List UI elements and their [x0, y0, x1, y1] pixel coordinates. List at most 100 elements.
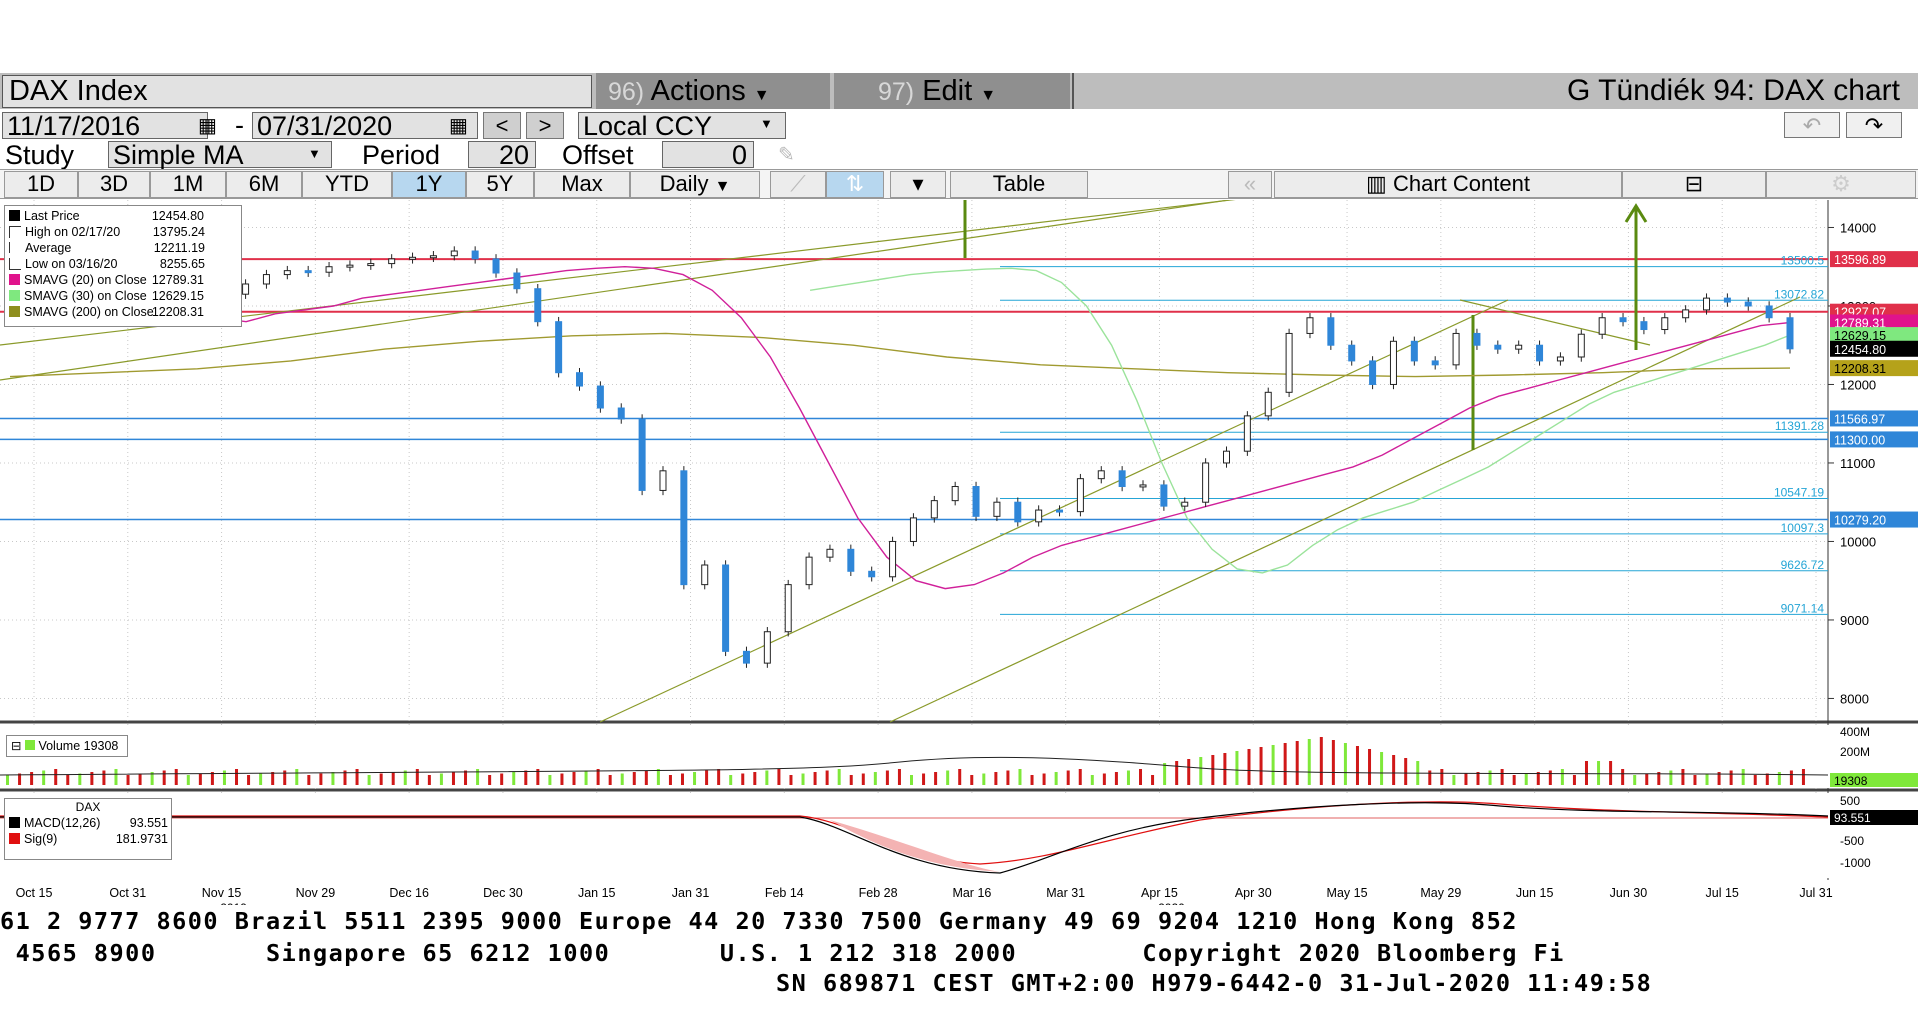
volume-bar: [680, 773, 684, 785]
range-1y[interactable]: 1Y: [392, 171, 466, 198]
study-select[interactable]: Simple MA: [108, 141, 332, 169]
candle-body: [325, 266, 333, 273]
candle-body: [1640, 321, 1648, 331]
volume-bar: [1368, 749, 1372, 785]
value-label-box: [1830, 810, 1918, 825]
security-field[interactable]: DAX Index: [2, 75, 592, 108]
volume-bar: [560, 773, 564, 785]
candle-body: [1703, 297, 1711, 311]
prev-period-button[interactable]: <: [483, 112, 521, 139]
candle-body: [805, 556, 813, 586]
range-max[interactable]: Max: [534, 171, 630, 198]
macd-axis-label: -500: [1840, 834, 1864, 848]
edit-menu[interactable]: 97) Edit ▼: [834, 73, 1070, 109]
volume-bar: [910, 775, 913, 785]
calendar-icon[interactable]: ▦: [449, 115, 468, 137]
macd-legend-title: DAX: [75, 800, 101, 814]
candle-body: [930, 500, 938, 519]
frequency-select[interactable]: Daily ▼: [630, 171, 760, 198]
legend-value: 8255.65: [159, 257, 205, 271]
candle-body: [1556, 356, 1564, 362]
candle-body: [1035, 509, 1043, 523]
value-label-box: [1830, 511, 1918, 528]
range-6m[interactable]: 6M: [226, 171, 302, 198]
price-chart[interactable]: 800090001000011000120001300014000 13596.…: [0, 200, 1918, 905]
candle-body: [242, 283, 250, 295]
offset-input[interactable]: 0: [662, 141, 754, 169]
volume-bar: [222, 770, 226, 785]
candle-body: [1389, 340, 1397, 385]
chart-settings-icon[interactable]: ⊟: [1622, 171, 1766, 198]
pen-icon[interactable]: ✎: [778, 144, 795, 166]
volume-bar: [247, 775, 251, 785]
period-input[interactable]: 20: [468, 141, 536, 169]
start-date-field[interactable]: 11/17/2016: [2, 112, 208, 140]
ticker-line-2: 4565 8900 Singapore 65 6212 1000 U.S. 1 …: [0, 939, 1565, 967]
currency-select[interactable]: Local CCY: [578, 112, 786, 140]
volume-bar: [620, 773, 624, 785]
volume-panel: 400M 200M 19308: [0, 725, 1918, 788]
volume-bar: [1271, 745, 1275, 785]
next-period-button[interactable]: >: [526, 112, 564, 139]
range-1m[interactable]: 1M: [150, 171, 226, 198]
candle-body: [1744, 301, 1752, 307]
volume-bar: [1512, 775, 1516, 785]
legend-name: Last Price: [24, 209, 80, 223]
legend-row: Average 12211.19: [5, 240, 241, 256]
undo-icon[interactable]: ↶: [1784, 112, 1840, 138]
collapse-left-icon[interactable]: «: [1228, 171, 1272, 198]
volume-bar: [1319, 737, 1323, 785]
gear-icon[interactable]: ⚙: [1766, 171, 1916, 198]
table-button[interactable]: Table: [950, 171, 1088, 198]
range-1d[interactable]: 1D: [4, 171, 78, 198]
volume-bar: [693, 772, 697, 785]
sma30-line: [809, 267, 1791, 574]
volume-bar: [1283, 743, 1287, 785]
candle-body: [1765, 305, 1773, 319]
volume-bar: [705, 770, 709, 785]
chart-content-icon: ▥: [1366, 171, 1387, 196]
volume-bar: [1235, 751, 1239, 785]
chevron-down-icon: ▼: [760, 116, 773, 131]
redo-icon[interactable]: ↷: [1846, 112, 1902, 138]
range-3d[interactable]: 3D: [78, 171, 150, 198]
volume-bar: [403, 770, 407, 785]
chevron-down-icon[interactable]: ▾: [890, 171, 946, 198]
calendar-icon[interactable]: ▦: [198, 115, 217, 137]
value-label-box: [1830, 251, 1918, 268]
chart-content-button[interactable]: ▥ Chart Content: [1274, 171, 1622, 198]
end-date-field[interactable]: 07/31/2020: [252, 112, 478, 140]
volume-bar: [1597, 761, 1601, 785]
volume-bar: [1090, 775, 1094, 785]
y-tick-label: 8000: [1840, 691, 1869, 706]
volume-bar: [524, 770, 528, 785]
volume-bar: [1042, 773, 1046, 785]
volume-bar: [1609, 761, 1613, 785]
range-ytd[interactable]: YTD: [302, 171, 392, 198]
ticker-line-1: 61 2 9777 8600 Brazil 5511 2395 9000 Eur…: [0, 907, 1518, 935]
legend-name: SMAVG (30) on Close: [24, 289, 147, 303]
candle-body: [262, 274, 270, 285]
expand-icon[interactable]: ⊟: [11, 739, 22, 753]
ticker-line-3: SN 689871 CEST GMT+2:00 H979-6442-0 31-J…: [776, 969, 1653, 997]
volume-bar: [934, 772, 938, 785]
trend-line: [889, 296, 1801, 723]
legend-value: 13795.24: [152, 225, 205, 239]
line-chart-icon[interactable]: ⟋: [770, 171, 826, 198]
volume-bar: [897, 769, 901, 785]
volume-bar: [1464, 773, 1468, 785]
candle-body: [1431, 360, 1439, 366]
actions-menu[interactable]: 96) Actions ▼: [596, 73, 830, 109]
volume-bar: [198, 773, 202, 785]
candlestick-icon[interactable]: ⇅: [826, 171, 884, 198]
value-label-box: [1830, 340, 1918, 357]
range-5y[interactable]: 5Y: [466, 171, 534, 198]
legend-square-icon: [9, 274, 20, 285]
x-tick-label: Jan 31: [672, 886, 710, 900]
volume-bar: [1560, 769, 1564, 785]
arrow-head: [1624, 203, 1648, 223]
legend-swatch: [9, 833, 20, 844]
candle-body: [367, 263, 375, 267]
level-label: 9071.14: [1781, 601, 1825, 615]
value-label: 11300.00: [1834, 433, 1885, 447]
